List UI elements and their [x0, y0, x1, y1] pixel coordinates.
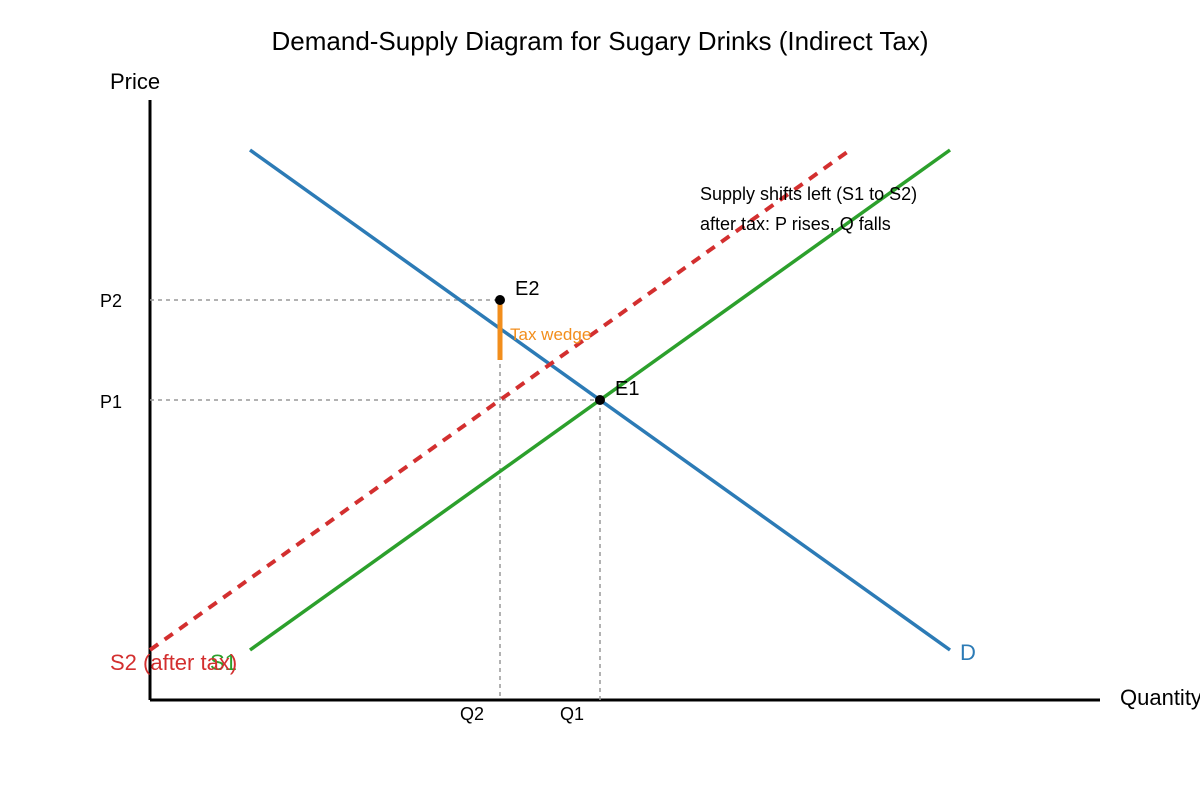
p2-label: P2: [100, 291, 122, 311]
diagram-title: Demand-Supply Diagram for Sugary Drinks …: [272, 26, 929, 56]
supply-curve-s1-label: S1: [210, 650, 237, 675]
supply-curve-s2-label: S2 (after tax): [110, 650, 237, 675]
equilibrium-point-e2: [495, 295, 505, 305]
e1-label: E1: [615, 378, 639, 400]
demand-curve-label: D: [960, 640, 976, 665]
equilibrium-point-e1: [595, 395, 605, 405]
tax-wedge-label: Tax wedge: [510, 325, 591, 344]
q1-label: Q1: [560, 704, 584, 724]
e2-label: E2: [515, 278, 539, 300]
x-axis-label: Quantity: [1120, 685, 1200, 710]
annotation-line-1: Supply shifts left (S1 to S2): [700, 184, 917, 204]
p1-label: P1: [100, 392, 122, 412]
y-axis-label: Price: [110, 69, 160, 94]
annotation-line-2: after tax: P rises, Q falls: [700, 214, 891, 234]
q2-label: Q2: [460, 704, 484, 724]
